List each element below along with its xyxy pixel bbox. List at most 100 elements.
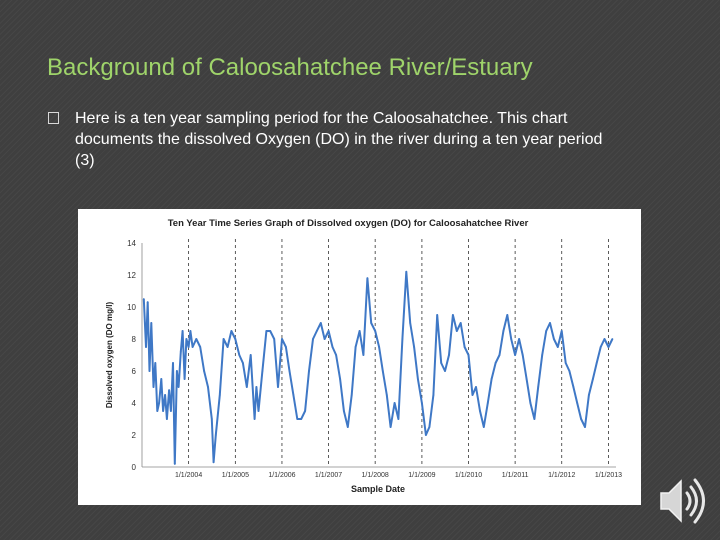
- do-data-point: [603, 338, 606, 340]
- do-data-point: [160, 378, 163, 380]
- do-data-point: [393, 402, 396, 404]
- do-data-point: [533, 418, 536, 420]
- do-data-point: [529, 402, 532, 404]
- do-data-point: [207, 386, 209, 388]
- do-data-point: [308, 370, 310, 372]
- do-data-point: [288, 370, 291, 372]
- do-data-point: [432, 394, 435, 396]
- y-tick-label: 10: [127, 303, 136, 312]
- do-data-point: [385, 394, 388, 396]
- do-data-point: [214, 434, 217, 436]
- do-data-point: [300, 418, 303, 420]
- x-tick-label: 1/1/2013: [595, 472, 622, 479]
- do-data-point: [230, 330, 233, 332]
- speaker-icon[interactable]: [655, 475, 715, 527]
- do-data-point: [568, 370, 571, 372]
- x-tick-labels: 1/1/2004 1/1/2005 1/1/2006 1/1/2007 1/1/2008…: [175, 472, 622, 479]
- do-data-point: [226, 346, 229, 348]
- do-data-point: [580, 418, 582, 420]
- do-data-point: [245, 386, 248, 388]
- do-data-point: [440, 362, 443, 364]
- do-data-point: [273, 338, 276, 340]
- do-data-point: [304, 410, 306, 412]
- do-data-point: [467, 354, 470, 356]
- do-data-point: [142, 298, 145, 300]
- do-data-point: [210, 418, 213, 420]
- x-tick-label: 1/1/2004: [175, 472, 202, 479]
- do-data-point: [537, 386, 540, 388]
- do-data-point: [490, 378, 493, 380]
- x-tick-label: 1/1/2007: [315, 472, 342, 479]
- do-data-point: [370, 322, 373, 324]
- do-data-point: [296, 418, 299, 420]
- do-data-point: [168, 389, 170, 392]
- do-data-point: [222, 338, 225, 340]
- y-axis-label: Dissolved oxygen (DO mg/l): [105, 302, 114, 409]
- do-data-point: [498, 354, 501, 356]
- do-data-point: [350, 394, 353, 396]
- do-data-point: [502, 330, 505, 332]
- bullet-item: Here is a ten year sampling period for t…: [48, 108, 608, 171]
- do-data-point: [354, 346, 357, 348]
- do-data-point: [518, 338, 520, 340]
- do-data-point: [452, 314, 454, 316]
- do-data-point: [486, 402, 489, 404]
- do-data-point: [152, 386, 155, 388]
- x-tick-label: 1/1/2005: [222, 472, 249, 479]
- do-data-point: [281, 338, 283, 340]
- do-data-point: [471, 394, 474, 396]
- y-tick-label: 4: [132, 399, 137, 408]
- do-data-point: [455, 330, 458, 332]
- do-data-point: [459, 322, 462, 324]
- do-data-point: [425, 434, 427, 436]
- do-data-point: [397, 418, 400, 420]
- do-data-point: [277, 386, 279, 388]
- chart-image: Ten Year Time Series Graph of Dissolved …: [78, 209, 641, 505]
- y-tick-labels: 0 2 4 6 8 10 12 14: [127, 239, 136, 472]
- do-data-point: [611, 338, 614, 340]
- do-data-point: [346, 426, 349, 428]
- do-data-point: [234, 338, 237, 340]
- chart-title: Ten Year Time Series Graph of Dissolved …: [168, 218, 529, 229]
- x-tick-label: 1/1/2006: [268, 472, 295, 479]
- do-series-line: [142, 270, 614, 465]
- y-tick-label: 6: [132, 367, 137, 376]
- x-tick-label: 1/1/2008: [362, 472, 389, 479]
- do-data-point: [238, 354, 241, 356]
- do-data-point: [541, 354, 544, 356]
- do-data-point: [556, 346, 559, 348]
- do-data-point: [572, 386, 575, 388]
- do-data-point: [521, 354, 524, 356]
- do-data-point: [482, 426, 485, 428]
- do-data-point: [401, 338, 404, 340]
- do-data-point: [315, 330, 318, 332]
- do-data-point: [335, 354, 337, 356]
- do-data-point: [428, 426, 431, 428]
- series-group: [142, 270, 614, 465]
- x-tick-label: 1/1/2009: [408, 472, 435, 479]
- do-data-point: [405, 270, 408, 273]
- do-data-point: [564, 362, 567, 364]
- do-data-point: [436, 314, 439, 316]
- do-data-point: [269, 330, 272, 332]
- do-data-point: [319, 322, 322, 324]
- do-data-point: [599, 346, 602, 348]
- x-tick-label: 1/1/2010: [455, 472, 482, 479]
- y-tick-label: 12: [127, 271, 136, 280]
- do-data-point: [179, 350, 182, 353]
- do-data-point: [331, 346, 334, 348]
- do-data-point: [389, 426, 392, 428]
- do-data-point: [588, 394, 590, 396]
- square-bullet-icon: [48, 112, 59, 124]
- x-axis-label: Sample Date: [351, 484, 405, 494]
- do-data-point: [607, 346, 610, 348]
- do-data-point: [553, 338, 555, 340]
- do-data-point: [592, 378, 594, 380]
- do-data-point: [409, 322, 412, 324]
- do-data-point: [150, 322, 153, 324]
- do-data-point: [172, 362, 174, 364]
- do-data-point: [265, 330, 268, 332]
- do-data-point: [479, 410, 481, 412]
- do-data-point: [148, 370, 151, 372]
- do-data-point: [170, 410, 172, 412]
